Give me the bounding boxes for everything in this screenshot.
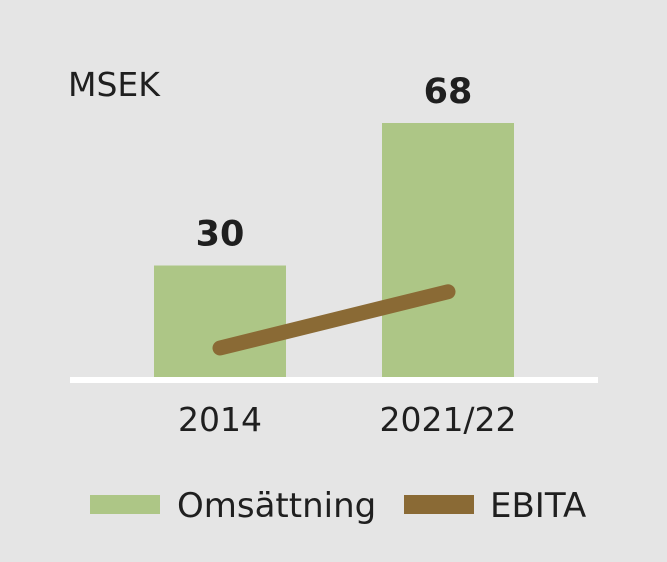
data-label-omsattning-1: 68 [424,72,473,112]
x-tick-label-1: 2021/22 [379,400,516,439]
data-label-omsattning-0: 30 [196,215,245,255]
bar-omsattning-0 [154,265,286,378]
bar-omsattning-1 [382,123,514,378]
unit-label: MSEK [68,65,161,104]
x-tick-labels-group: 2014 2021/22 [178,400,517,439]
bars-group [154,123,514,378]
legend-label-ebita: EBITA [490,486,586,526]
value-labels-group: 30 68 [196,72,473,255]
legend-swatch-omsattning [90,495,160,514]
legend: Omsättning EBITA [90,486,586,526]
legend-label-omsattning: Omsättning [177,486,376,526]
series-line-ebita [212,284,456,356]
legend-swatch-ebita [404,495,474,514]
x-tick-label-0: 2014 [178,400,262,439]
